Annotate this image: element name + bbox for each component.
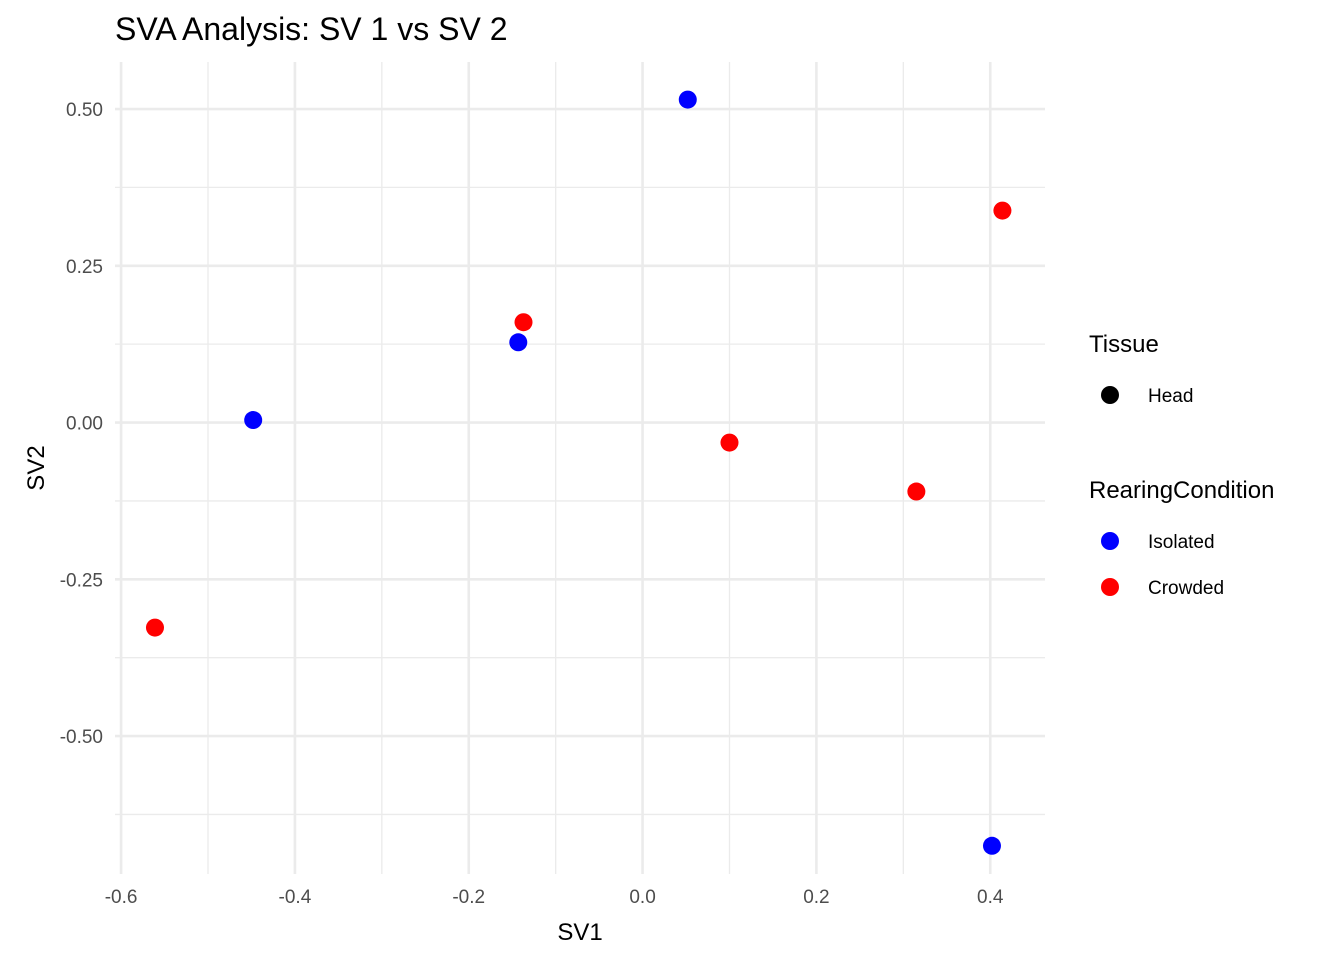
point-isolated bbox=[678, 90, 697, 109]
legend-label: Isolated bbox=[1148, 532, 1215, 553]
point-crowded bbox=[145, 618, 164, 637]
y-tick-label: -0.50 bbox=[60, 727, 103, 748]
y-tick-label: 0.50 bbox=[66, 100, 103, 121]
y-tick-label: 0.00 bbox=[66, 414, 103, 435]
y-tick-label: 0.25 bbox=[66, 257, 103, 278]
point-crowded bbox=[720, 433, 739, 452]
legend-title: RearingCondition bbox=[1089, 477, 1274, 504]
x-tick-label: 0.2 bbox=[803, 887, 829, 908]
y-axis-title: SV2 bbox=[23, 445, 50, 490]
grid bbox=[115, 62, 1045, 874]
x-tick-label: -0.4 bbox=[279, 887, 312, 908]
y-axis-ticks: -0.50 -0.25 0.00 0.25 0.50 bbox=[60, 100, 103, 748]
x-tick-label: 0.4 bbox=[977, 887, 1004, 908]
legend-label: Head bbox=[1148, 386, 1193, 407]
legend-key-isolated bbox=[1101, 532, 1119, 550]
point-isolated bbox=[244, 411, 263, 430]
point-isolated bbox=[509, 333, 528, 352]
legend-title: Tissue bbox=[1089, 331, 1159, 358]
point-crowded bbox=[514, 313, 533, 332]
legend-key-head bbox=[1101, 386, 1119, 404]
x-tick-label: -0.2 bbox=[452, 887, 485, 908]
legend-label: Crowded bbox=[1148, 578, 1224, 599]
point-isolated bbox=[982, 836, 1001, 855]
legend: Tissue Head RearingCondition Isolated Crowde… bbox=[1089, 331, 1274, 599]
chart-title: SVA Analysis: SV 1 vs SV 2 bbox=[115, 11, 507, 47]
point-crowded bbox=[993, 201, 1012, 220]
x-tick-label: -0.6 bbox=[105, 887, 138, 908]
y-tick-label: -0.25 bbox=[60, 570, 103, 591]
legend-key-crowded bbox=[1101, 578, 1119, 596]
data-points bbox=[145, 90, 1012, 855]
x-axis-ticks: -0.6 -0.4 -0.2 0.0 0.2 0.4 bbox=[105, 887, 1004, 908]
x-axis-title: SV1 bbox=[557, 919, 602, 946]
point-crowded bbox=[907, 482, 926, 501]
x-tick-label: 0.0 bbox=[629, 887, 655, 908]
